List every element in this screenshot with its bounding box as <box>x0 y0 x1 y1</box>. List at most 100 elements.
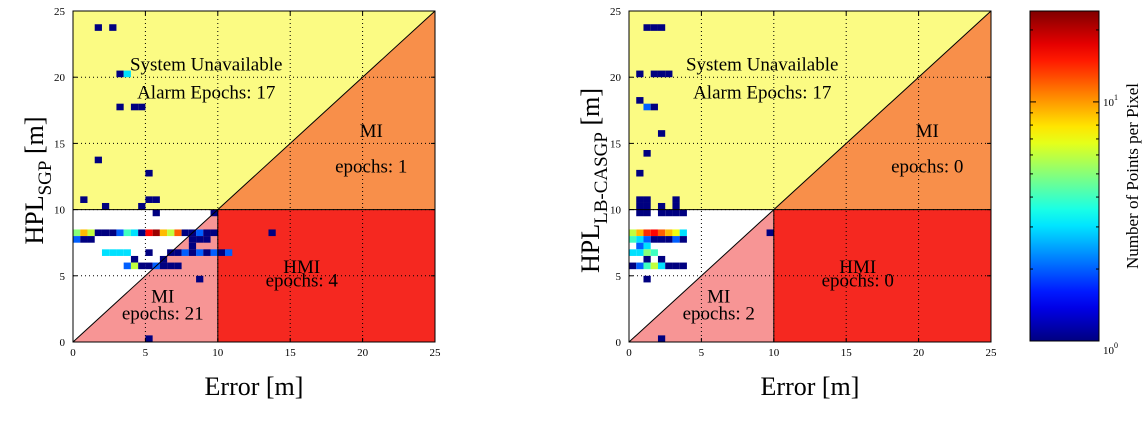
heatmap-cell <box>109 249 117 256</box>
y-tick-label: 20 <box>610 72 622 84</box>
x-axis-label: Error [m] <box>205 372 304 401</box>
y-tick-label: 10 <box>54 205 66 217</box>
heatmap-cell <box>138 262 146 270</box>
y-tick-label: 5 <box>616 271 622 283</box>
axes-frame <box>628 10 992 343</box>
region-annotation: epochs: 2 <box>683 303 755 324</box>
region-annotation: epochs: 4 <box>266 270 339 291</box>
region-2 <box>217 209 435 342</box>
x-tick-label: 10 <box>768 347 780 359</box>
y-axis-label-subscript: LB-CASGP <box>591 132 612 224</box>
region-annotation: MI <box>151 286 174 307</box>
y-axis-label-unit: [m] <box>576 88 605 132</box>
heatmap-cell <box>116 70 124 78</box>
region-annotation: System Unavailable <box>130 55 283 76</box>
heatmap-cell <box>188 242 197 250</box>
heatmap-cell <box>643 255 651 263</box>
heatmap-cell <box>152 196 160 203</box>
heatmap-cell <box>123 249 131 256</box>
region-2 <box>773 209 991 342</box>
heatmap-cell <box>643 262 651 270</box>
x-tick-label: 15 <box>285 347 297 359</box>
region-annotation: Alarm Epochs: 17 <box>693 82 831 103</box>
heatmap-cell <box>145 196 153 203</box>
heatmap-cell <box>636 229 644 237</box>
heatmap-cell <box>138 103 146 111</box>
heatmap-cell <box>665 262 673 270</box>
heatmap-cell <box>650 236 658 243</box>
heatmap-cell <box>203 229 211 237</box>
y-tick-label: 0 <box>60 337 66 349</box>
heatmap-cell <box>629 229 637 237</box>
y-tick-label: 25 <box>54 6 66 18</box>
heatmap-cell <box>196 229 204 237</box>
heatmap-cell <box>636 249 644 256</box>
y-axis-label-main: HPL <box>20 195 49 244</box>
heatmap-cell <box>643 249 651 256</box>
y-axis-label: HPLSGP [m] <box>20 116 56 244</box>
heatmap-cell <box>643 24 651 31</box>
heatmap-cell <box>138 202 146 210</box>
heatmap-cell <box>650 70 658 78</box>
diagonal-line <box>72 10 436 343</box>
heatmap-cell <box>130 103 139 111</box>
heatmap-cell <box>116 249 124 256</box>
heatmap-cell <box>94 229 102 237</box>
heatmap-cell <box>130 262 139 270</box>
y-tick-label: 15 <box>54 138 66 150</box>
heatmap-cell <box>167 229 175 237</box>
heatmap-cell <box>643 209 651 217</box>
heatmap-cell <box>181 249 189 256</box>
heatmap-cell <box>174 229 182 237</box>
heatmap-cell <box>672 262 680 270</box>
heatmap-cell <box>766 229 774 237</box>
heatmap-cell <box>657 24 666 31</box>
heatmap-cell <box>174 262 182 270</box>
heatmap-cell <box>650 249 658 256</box>
heatmap-cell <box>657 209 666 217</box>
heatmap-cell <box>657 236 666 243</box>
heatmap-panel-2: 0 5 10 15 20 25 0 5 10 15 20 25 Error [m] HPLLB-CASGP… <box>576 6 997 401</box>
heatmap-cell <box>159 229 168 237</box>
heatmap-cell <box>196 275 204 283</box>
heatmap-cell <box>188 249 197 256</box>
heatmap-cell <box>672 202 680 210</box>
y-axis-label-subscript: SGP <box>35 161 56 196</box>
y-axis-label-unit: [m] <box>20 116 49 160</box>
heatmap-cell <box>181 229 189 237</box>
region-annotation: MI <box>916 121 939 142</box>
heatmap-cell <box>657 255 666 263</box>
colorbar-tick-label: 101 <box>1103 93 1118 109</box>
heatmap-cell <box>657 262 666 270</box>
heatmap-cell <box>116 103 124 111</box>
y-tick-label: 10 <box>610 205 622 217</box>
heatmap-cell <box>650 262 658 270</box>
heatmap-cell <box>101 249 110 256</box>
y-axis-label-main: HPL <box>576 224 605 273</box>
heatmap-cell <box>665 70 673 78</box>
heatmap-cell <box>650 24 658 31</box>
heatmap-cell <box>636 242 644 250</box>
heatmap-cell <box>94 24 102 31</box>
heatmap-cell <box>109 229 117 237</box>
heatmap-cell <box>650 103 658 111</box>
heatmap-cell <box>636 196 644 203</box>
heatmap-cell <box>80 236 88 243</box>
heatmap-cell <box>636 169 644 177</box>
heatmap-cell <box>657 70 666 78</box>
heatmap-cell <box>672 196 680 203</box>
heatmap-cell <box>196 236 204 243</box>
heatmap-cell <box>643 196 651 203</box>
y-tick-label: 5 <box>60 271 66 283</box>
heatmap-cell <box>80 196 88 203</box>
x-axis-label: Error [m] <box>761 372 860 401</box>
heatmap-cell <box>101 202 110 210</box>
heatmap-cell <box>679 236 687 243</box>
heatmap-cell <box>145 262 153 270</box>
heatmap-cell <box>679 229 687 237</box>
heatmap-cell <box>73 236 81 243</box>
heatmap-cell <box>123 70 131 78</box>
heatmap-cell <box>130 255 139 263</box>
